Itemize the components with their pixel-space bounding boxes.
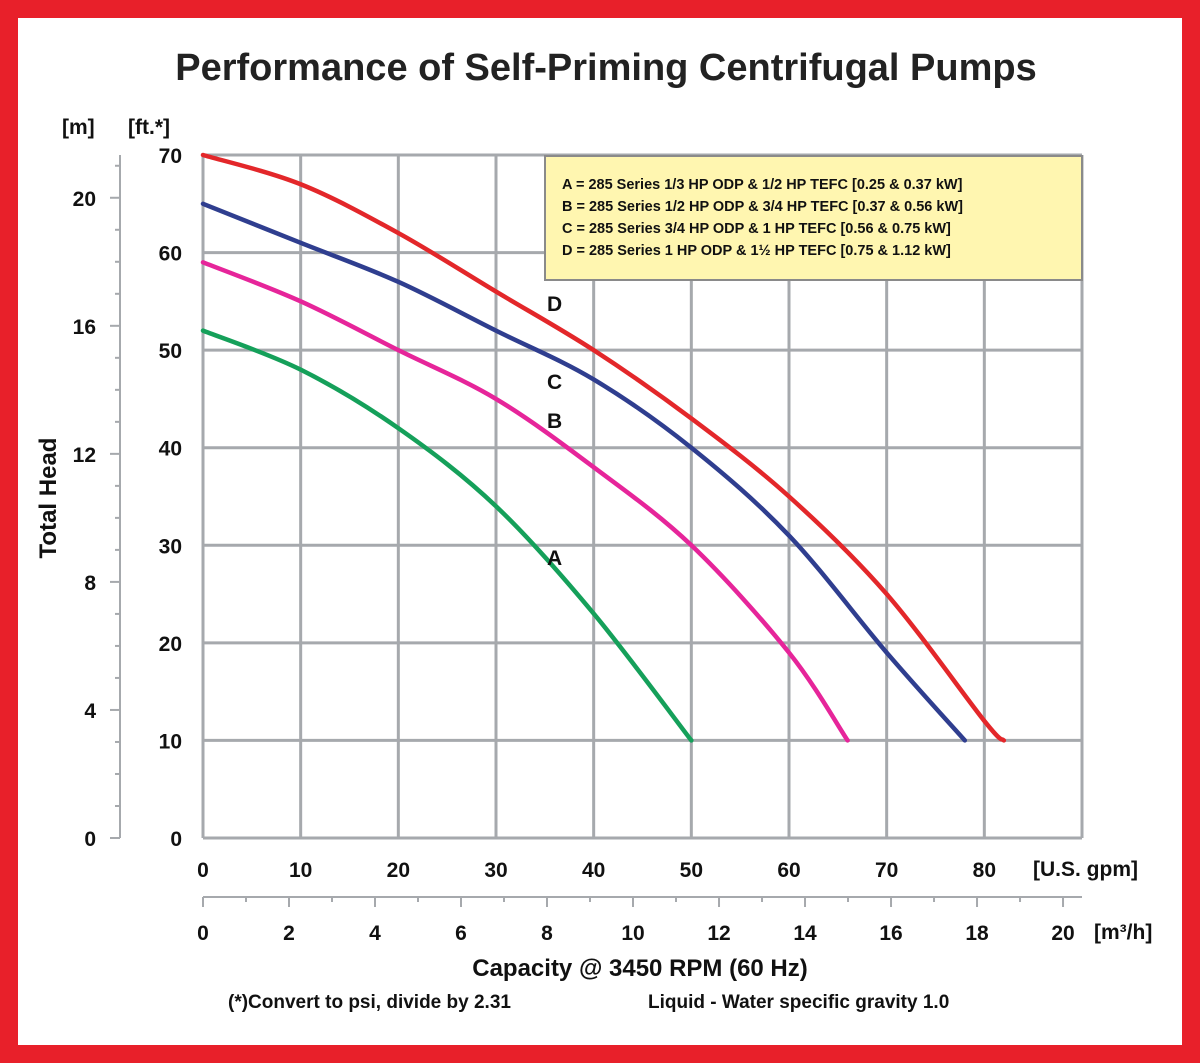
x-tick-label: 0 <box>197 859 209 882</box>
footnote-right: Liquid - Water specific gravity 1.0 <box>648 992 949 1013</box>
series-line-b <box>200 260 850 743</box>
legend: A = 285 Series 1/3 HP ODP & 1/2 HP TEFC … <box>544 155 1083 281</box>
curve-label-c: C <box>547 371 562 394</box>
chart-title: Performance of Self-Priming Centrifugal … <box>175 47 1036 89</box>
axes: 0 10 20 30 40 50 60 70 8001020304050607004812162… <box>73 145 1082 945</box>
y-tick-label-ft: 10 <box>159 730 182 753</box>
x-tick-label: 30 <box>484 859 507 882</box>
x-tick-label: 80 <box>973 859 996 882</box>
x-tick-label-m3h: 12 <box>707 922 730 945</box>
y-tick-label-ft: 40 <box>159 438 182 461</box>
y-tick-label-ft: 50 <box>159 340 182 363</box>
x-tick-label-m3h: 20 <box>1051 922 1074 945</box>
x-tick-label-m3h: 6 <box>455 922 467 945</box>
x-tick-label: 40 <box>582 859 605 882</box>
legend-item-b: B = 285 Series 1/2 HP ODP & 3/4 HP TEFC … <box>562 199 963 215</box>
series-line-d <box>200 152 1007 743</box>
x-tick-label-m3h: 18 <box>965 922 989 945</box>
curve-label-b: B <box>547 410 562 433</box>
series-line-a <box>200 328 694 743</box>
y-tick-label-m: 0 <box>84 828 96 851</box>
series-group <box>200 152 1007 743</box>
x-unit-gpm: [U.S. gpm] <box>1033 858 1138 881</box>
legend-box <box>544 155 1083 281</box>
x-tick-label-m3h: 0 <box>197 922 209 945</box>
x-tick-label: 70 <box>875 859 898 882</box>
legend-item-d: D = 285 Series 1 HP ODP & 1½ HP TEFC [0.… <box>562 243 951 259</box>
y-tick-label-m: 20 <box>73 188 96 211</box>
labels-group: A BC D <box>547 293 562 570</box>
x-unit-m3h: [m³/h] <box>1094 921 1152 944</box>
x-tick-label: 50 <box>680 859 703 882</box>
curve-label-a: A <box>547 547 562 570</box>
y-unit-ft: [ft.*] <box>128 116 170 139</box>
y-tick-label-ft: 60 <box>159 243 182 266</box>
y-unit-m: [m] <box>62 116 95 139</box>
y-tick-label-ft: 30 <box>159 535 182 558</box>
x-tick-label: 20 <box>387 859 410 882</box>
x-tick-label-m3h: 16 <box>879 922 902 945</box>
curve-label-d: D <box>547 293 562 316</box>
series-line-c <box>200 201 968 743</box>
x-tick-label: 10 <box>289 859 312 882</box>
x-tick-label-m3h: 14 <box>793 922 817 945</box>
y-tick-label-ft: 20 <box>159 633 182 656</box>
x-tick-label-m3h: 2 <box>283 922 295 945</box>
y-tick-label-m: 4 <box>84 700 96 723</box>
y-axis-title: Total Head <box>35 438 62 559</box>
legend-item-a: A = 285 Series 1/3 HP ODP & 1/2 HP TEFC … <box>562 177 963 193</box>
legend-item-c: C = 285 Series 3/4 HP ODP & 1 HP TEFC [0… <box>562 221 951 237</box>
y-tick-label-m: 12 <box>73 444 96 467</box>
y-tick-label-m: 16 <box>73 316 96 339</box>
footnote-left: (*)Convert to psi, divide by 2.31 <box>228 992 511 1013</box>
y-tick-label-ft: 70 <box>159 145 182 168</box>
x-axis-title: Capacity @ 3450 RPM (60 Hz) <box>472 955 808 982</box>
x-tick-label-m3h: 4 <box>369 922 381 945</box>
x-tick-label-m3h: 10 <box>621 922 644 945</box>
y-tick-label-ft: 0 <box>170 828 182 851</box>
x-tick-label: 60 <box>777 859 800 882</box>
x-tick-label-m3h: 8 <box>541 922 553 945</box>
y-tick-label-m: 8 <box>84 572 96 595</box>
